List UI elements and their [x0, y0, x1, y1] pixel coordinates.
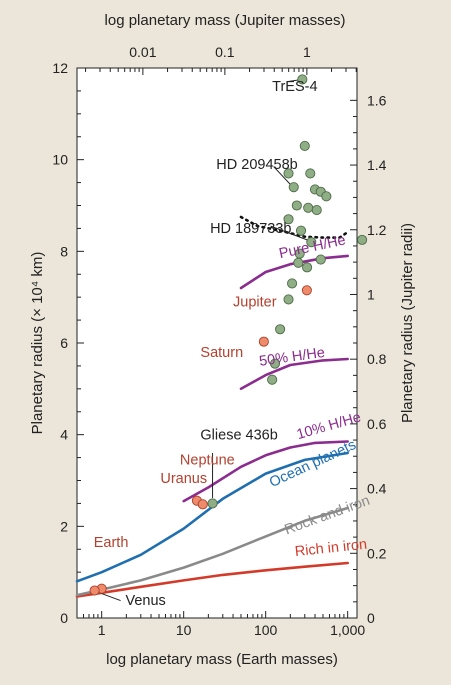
exoplanet-point: [269, 358, 281, 369]
curve-50-h-he: [239, 357, 350, 391]
curve-rock-and-iron: [75, 506, 350, 597]
x-tick-label: 10: [176, 622, 192, 638]
leader-line: [270, 225, 311, 242]
y-tick-label: 4: [60, 427, 68, 443]
label-uranus: Uranus: [160, 471, 207, 487]
right-y-axis-title: Planetary radius (Jupiter radii): [399, 223, 416, 423]
x-tick-label: 100: [254, 622, 278, 638]
label-earth: Earth: [94, 535, 129, 551]
right-tick-label: 1.6: [367, 92, 387, 108]
right-tick-label: 0.6: [367, 416, 387, 432]
x-axis-title: log planetary mass (Earth masses): [106, 651, 338, 668]
exoplanet-point: [311, 205, 322, 216]
exoplanet-point: [275, 324, 286, 335]
label-saturn: Saturn: [200, 345, 243, 361]
y-tick-label: 6: [60, 335, 68, 351]
leader-line: [273, 166, 293, 187]
right-tick-label: 0.2: [367, 545, 387, 561]
right-tick-label: 1.4: [367, 157, 387, 173]
curve-ocean-planets: [75, 451, 350, 583]
y-tick-label: 10: [52, 152, 68, 168]
exoplanet-point: [291, 200, 302, 211]
exoplanet-point: [267, 374, 278, 385]
label-hd-209458b: HD 209458b: [216, 157, 297, 173]
curve-10-h-he: [182, 440, 350, 503]
solar-planet-saturn: [258, 336, 269, 347]
y-tick-label: 0: [60, 610, 68, 626]
exoplanet-point: [357, 234, 368, 245]
x-tick-label: 1,000: [330, 622, 365, 638]
label-tres-4: TrES-4: [272, 79, 317, 95]
right-tick-label: 0.8: [367, 351, 387, 367]
y-tick-label: 8: [60, 243, 68, 259]
exoplanet-point-tres-4: [297, 74, 308, 85]
exoplanet-point: [303, 202, 314, 213]
label-hd-189733b: HD 189733b: [210, 221, 291, 237]
exoplanet-point: [302, 262, 313, 273]
exoplanet-point: [305, 168, 316, 179]
curve-boundary: [239, 215, 350, 239]
right-tick-label: 1: [367, 286, 375, 302]
top-tick-label: 1: [303, 44, 311, 60]
label-venus: Venus: [125, 593, 165, 609]
label-neptune: Neptune: [180, 452, 235, 468]
top-tick-label: 0.1: [215, 44, 235, 60]
exoplanet-point-hd-189733b: [306, 237, 317, 248]
solar-planet-jupiter: [301, 285, 312, 296]
exoplanet-point: [295, 225, 307, 236]
exoplanet-point: [283, 294, 294, 305]
curve-pure-h-he: [239, 254, 350, 290]
right-tick-label: 0.4: [367, 481, 387, 497]
exoplanet-point: [283, 168, 294, 179]
y-tick-label: 2: [60, 518, 68, 534]
exoplanet-point: [321, 191, 332, 202]
exoplanet-point: [315, 254, 326, 265]
x-tick-label: 1: [98, 622, 106, 638]
y-axis-title: Planetary radius (× 10⁴ km): [29, 252, 46, 435]
plot-area: [77, 68, 357, 618]
exoplanet-point: [287, 278, 298, 289]
exoplanet-point-hd-209458b: [288, 182, 299, 193]
solar-planet-venus: [89, 585, 100, 596]
exoplanet-point: [283, 214, 294, 225]
right-tick-label: 0: [367, 610, 375, 626]
top-tick-label: 0.01: [129, 44, 156, 60]
curve-rich-in-iron: [75, 561, 350, 598]
exoplanet-point: [293, 257, 304, 268]
label-gliese-436b: Gliese 436b: [200, 427, 277, 443]
label-rich-in-iron: Rich in iron: [294, 537, 368, 560]
label-jupiter: Jupiter: [233, 294, 277, 310]
exoplanet-point-gliese-436b: [207, 498, 218, 509]
solar-planet-neptune: [197, 499, 208, 510]
y-tick-label: 12: [52, 60, 68, 76]
top-axis-title: log planetary mass (Jupiter masses): [105, 12, 346, 29]
exoplanet-point: [299, 140, 310, 151]
right-tick-label: 1.2: [367, 222, 387, 238]
